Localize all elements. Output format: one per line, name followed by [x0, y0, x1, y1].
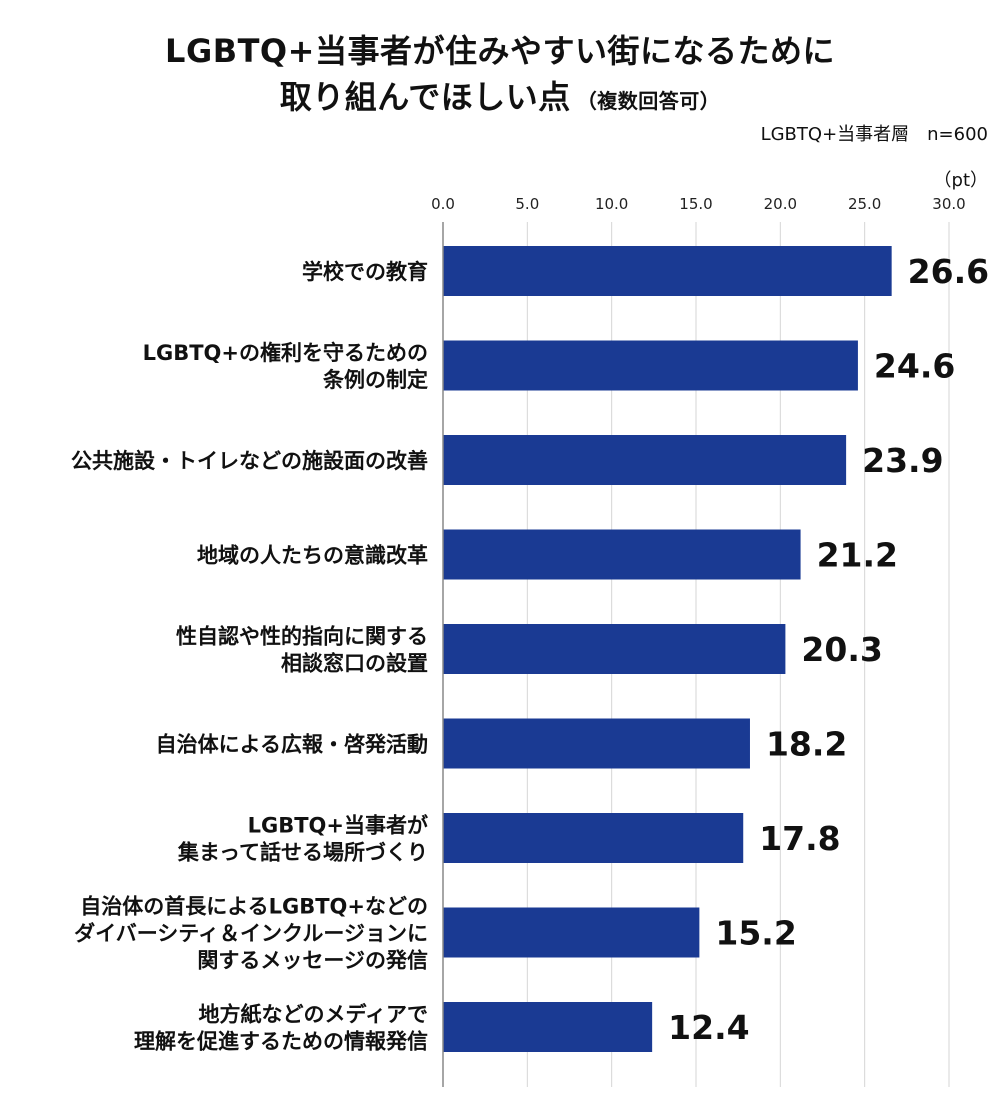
category-label: LGBTQ+の権利を守るための [143, 341, 428, 365]
bar [443, 435, 847, 485]
sample-note: LGBTQ+当事者層 n=600 [760, 124, 988, 145]
tick-label: 30.0 [932, 195, 965, 213]
title-line-1: LGBTQ+当事者が住みやすい街になるために [165, 32, 835, 70]
category-label: 地方紙などのメディアで [198, 1003, 428, 1027]
category-label: 地域の人たちの意識改革 [197, 544, 428, 568]
category-label: 集まって話せる場所づくり [177, 841, 428, 865]
category-label: ダイバーシティ＆インクルージョンに [74, 922, 428, 946]
value-label: 12.4 [668, 1008, 749, 1047]
tick-label: 20.0 [764, 195, 797, 213]
bar [443, 813, 744, 863]
category-label: 性自認や性的指向に関する [176, 625, 428, 649]
category-label: LGBTQ+当事者が [248, 814, 428, 838]
title-main: 取り組んでほしい点 [279, 78, 571, 116]
tick-label: 5.0 [515, 195, 539, 213]
chart-title: LGBTQ+当事者が住みやすい街になるために 取り組んでほしい点 （複数回答可） [0, 28, 1000, 124]
category-label: 公共施設・トイレなどの施設面の改善 [71, 449, 428, 473]
bar [443, 246, 892, 296]
tick-label: 25.0 [848, 195, 881, 213]
bar [443, 1002, 653, 1052]
tick-label: 0.0 [431, 195, 455, 213]
tick-label: 15.0 [679, 195, 712, 213]
title-line-2: 取り組んでほしい点 （複数回答可） [0, 74, 1000, 124]
category-label: 学校での教育 [302, 260, 428, 284]
value-label: 20.3 [801, 630, 882, 669]
category-label: 自治体の首長によるLGBTQ+などの [80, 895, 428, 919]
bar [443, 624, 786, 674]
category-label: 理解を促進するための情報発信 [134, 1030, 428, 1054]
value-label: 15.2 [715, 914, 796, 953]
value-label: 17.8 [759, 819, 840, 858]
title-suffix: （複数回答可） [576, 89, 721, 113]
category-label: 条例の制定 [323, 368, 428, 392]
tick-label: 10.0 [595, 195, 628, 213]
category-label: 相談窓口の設置 [281, 652, 428, 676]
value-label: 23.9 [862, 441, 943, 480]
value-label: 26.6 [908, 252, 989, 291]
value-label: 24.6 [874, 347, 955, 386]
bar [443, 718, 750, 769]
value-label: 18.2 [766, 725, 847, 764]
bar [443, 340, 858, 391]
bar [443, 529, 801, 580]
value-label: 21.2 [817, 536, 898, 575]
category-label: 関するメッセージの発信 [197, 949, 428, 973]
category-label: 自治体による広報・啓発活動 [156, 733, 428, 757]
unit-label: （pt） [933, 170, 988, 191]
bar [443, 907, 700, 958]
